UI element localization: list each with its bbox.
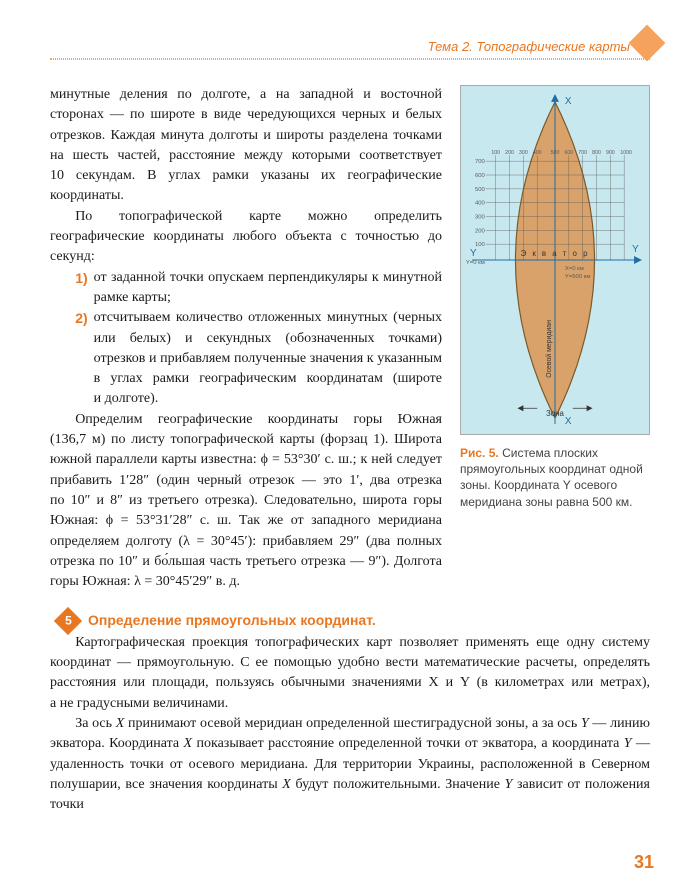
paragraph: За ось X принимают осевой меридиан опред… [50,714,650,815]
section-number-diamond-icon: 5 [54,606,82,634]
section-heading: 5 Определение прямоугольных координат. [50,610,650,630]
svg-text:Y=500 км: Y=500 км [565,274,591,280]
list-text: отсчитываем количество отложенных минутн… [94,308,442,409]
section-title: Определение прямоугольных координат. [88,610,376,630]
svg-text:Э к в а т о р: Э к в а т о р [521,249,590,258]
main-text-column: минутные деления по долготе, а на западн… [50,85,442,592]
svg-text:X: X [565,96,572,107]
page-header: Тема 2. Топографические карты [428,38,630,57]
header-rule [50,58,650,60]
svg-text:X=0 км: X=0 км [565,266,584,272]
svg-text:200: 200 [505,150,514,156]
svg-text:900: 900 [606,150,615,156]
paragraph: минутные деления по долготе, а на западн… [50,85,442,207]
svg-text:Зона: Зона [546,409,565,418]
figure-column: X X Y Y [460,85,650,510]
svg-text:500: 500 [475,187,486,193]
svg-text:100: 100 [475,242,486,248]
svg-text:300: 300 [519,150,528,156]
paragraph: Картографическая проекция топографически… [50,633,650,714]
svg-text:X: X [565,416,572,427]
list-text: от заданной точки опускаем перпендикуляр… [94,268,442,309]
list-number: 2) [75,308,87,409]
caption-label: Рис. 5. [460,446,499,460]
svg-text:800: 800 [592,150,601,156]
svg-text:400: 400 [533,150,542,156]
header-diamond-icon [629,25,666,62]
svg-text:700: 700 [475,159,486,165]
svg-text:700: 700 [578,150,587,156]
svg-text:600: 600 [564,150,573,156]
svg-text:100: 100 [491,150,500,156]
paragraph: По топографической карте можно определит… [50,207,442,268]
figure-5-diagram: X X Y Y [460,85,650,435]
svg-text:Y: Y [632,244,639,255]
page-number: 31 [634,849,654,875]
list-number: 1) [75,268,87,309]
list-item: 2) отсчитываем количество отложенных мин… [50,308,442,409]
paragraph: Определим географические координаты горы… [50,410,442,593]
section-5: 5 Определение прямоугольных координат. К… [50,610,650,815]
svg-text:500: 500 [551,150,560,156]
list-item: 1) от заданной точки опускаем перпендику… [50,268,442,309]
svg-text:Y: Y [470,248,477,259]
svg-text:Осевой меридиан: Осевой меридиан [545,320,553,378]
svg-text:600: 600 [475,173,486,179]
svg-text:200: 200 [475,228,486,234]
svg-text:Y=0 км: Y=0 км [466,260,485,266]
svg-text:1000: 1000 [620,150,632,156]
svg-text:400: 400 [475,201,486,207]
figure-caption: Рис. 5. Система плоских прямоугольных ко… [460,445,650,510]
svg-text:300: 300 [475,214,486,220]
